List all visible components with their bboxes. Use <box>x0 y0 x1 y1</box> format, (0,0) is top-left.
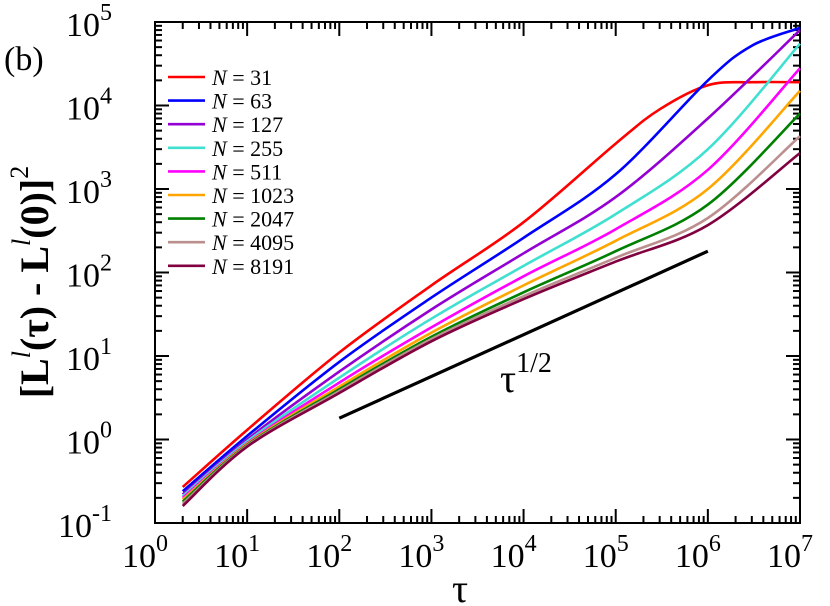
y-label-L1: L <box>12 358 57 385</box>
legend-var: N <box>211 65 228 90</box>
y-tick-exp: 5 <box>100 0 112 26</box>
x-tick-label: 100 <box>122 531 168 575</box>
reference-line-layer: τ1/2 <box>338 249 709 420</box>
y-tick-exp: -1 <box>92 501 112 527</box>
legend-var: N <box>211 89 228 114</box>
legend-value: = 1023 <box>227 183 294 208</box>
legend-value: = 511 <box>227 159 283 184</box>
legend-var: N <box>211 183 228 208</box>
legend-label-4: N = 511 <box>211 159 282 184</box>
panel-label: (b) <box>4 41 44 78</box>
y-label-open: [ <box>12 385 57 398</box>
y-tick-label: 10-1 <box>58 501 112 545</box>
y-tick-label: 100 <box>66 418 112 462</box>
reference-label-exp: 1/2 <box>516 348 552 379</box>
y-tick-base: 10 <box>66 425 100 462</box>
legend-value: = 2047 <box>227 207 294 232</box>
series-line-8 <box>181 151 801 507</box>
y-label-L2: L <box>12 246 57 273</box>
x-tick-exp: 0 <box>156 531 168 557</box>
y-tick-label: 101 <box>66 334 112 378</box>
legend-label-8: N = 8191 <box>211 254 294 279</box>
x-tick-base: 10 <box>398 538 432 575</box>
legend-value: = 31 <box>227 65 272 90</box>
x-tick-exp: 6 <box>709 531 721 557</box>
y-label-sup1: l <box>7 351 36 358</box>
y-tick-exp: 4 <box>100 84 112 110</box>
x-tick-label: 102 <box>306 531 352 575</box>
legend-label-5: N = 1023 <box>211 183 294 208</box>
y-tick-base: 10 <box>66 258 100 295</box>
legend-label-1: N = 63 <box>211 89 272 114</box>
legend-value: = 127 <box>227 112 283 137</box>
legend-label-7: N = 4095 <box>211 230 294 255</box>
y-tick-base: 10 <box>66 174 100 211</box>
reference-line-label: τ1/2 <box>500 348 552 401</box>
x-tick-base: 10 <box>214 538 248 575</box>
axis-ticks <box>154 22 801 524</box>
legend-label-3: N = 255 <box>211 136 283 161</box>
legend-label-0: N = 31 <box>211 65 272 90</box>
y-tick-exp: 1 <box>100 334 112 360</box>
series-line-3 <box>181 42 801 498</box>
y-label-arg2: (0)] <box>12 179 57 239</box>
x-tick-label: 103 <box>398 531 444 575</box>
x-tick-label: 101 <box>214 531 260 575</box>
y-tick-label: 104 <box>66 84 112 128</box>
legend-var: N <box>211 230 228 255</box>
y-label-sup2: l <box>7 239 36 246</box>
y-tick-exp: 3 <box>100 167 112 193</box>
series-line-1 <box>181 26 801 493</box>
y-tick-exp: 2 <box>100 251 112 277</box>
x-tick-base: 10 <box>767 538 801 575</box>
legend-var: N <box>211 136 228 161</box>
x-tick-exp: 3 <box>432 531 444 557</box>
x-tick-label: 104 <box>491 531 537 575</box>
x-tick-exp: 2 <box>340 531 352 557</box>
y-tick-base: 10 <box>66 341 100 378</box>
x-tick-base: 10 <box>122 538 156 575</box>
y-tick-label: 103 <box>66 167 112 211</box>
x-tick-base: 10 <box>675 538 709 575</box>
x-tick-base: 10 <box>583 538 617 575</box>
legend-label-6: N = 2047 <box>211 207 294 232</box>
legend-value: = 4095 <box>227 230 294 255</box>
series-line-0 <box>181 80 801 488</box>
y-label-arg1: (τ) - <box>12 273 57 351</box>
x-tick-label: 106 <box>675 531 721 575</box>
x-tick-exp: 4 <box>525 531 537 557</box>
legend-var: N <box>211 207 228 232</box>
legend-value: = 8191 <box>227 254 294 279</box>
y-tick-base: 10 <box>66 7 100 44</box>
series-line-2 <box>181 29 801 496</box>
legend-label-2: N = 127 <box>211 112 283 137</box>
x-tick-label: 107 <box>767 531 813 575</box>
y-axis-label: [Ll(τ) - Ll(0)]2 <box>5 166 57 399</box>
legend-var: N <box>211 254 228 279</box>
series-layer <box>181 26 801 507</box>
y-tick-label: 105 <box>66 0 112 44</box>
reference-line <box>338 249 709 420</box>
x-axis-label: τ <box>452 566 468 606</box>
y-tick-base: 10 <box>66 91 100 128</box>
tick-labels: 100 101 102 103 104 105 106 10710-1100101102103… <box>58 0 813 575</box>
legend-var: N <box>211 159 228 184</box>
y-label-exp: 2 <box>5 166 34 179</box>
x-tick-label: 105 <box>583 531 629 575</box>
reference-label-base: τ <box>500 356 516 401</box>
legend-var: N <box>211 112 228 137</box>
y-tick-exp: 0 <box>100 418 112 444</box>
x-tick-base: 10 <box>491 538 525 575</box>
legend-value: = 255 <box>227 136 283 161</box>
y-tick-base: 10 <box>58 508 92 545</box>
y-tick-label: 102 <box>66 251 112 295</box>
x-tick-exp: 7 <box>801 531 813 557</box>
legend-value: = 63 <box>227 89 272 114</box>
x-tick-exp: 1 <box>248 531 260 557</box>
x-tick-exp: 5 <box>617 531 629 557</box>
x-tick-base: 10 <box>306 538 340 575</box>
